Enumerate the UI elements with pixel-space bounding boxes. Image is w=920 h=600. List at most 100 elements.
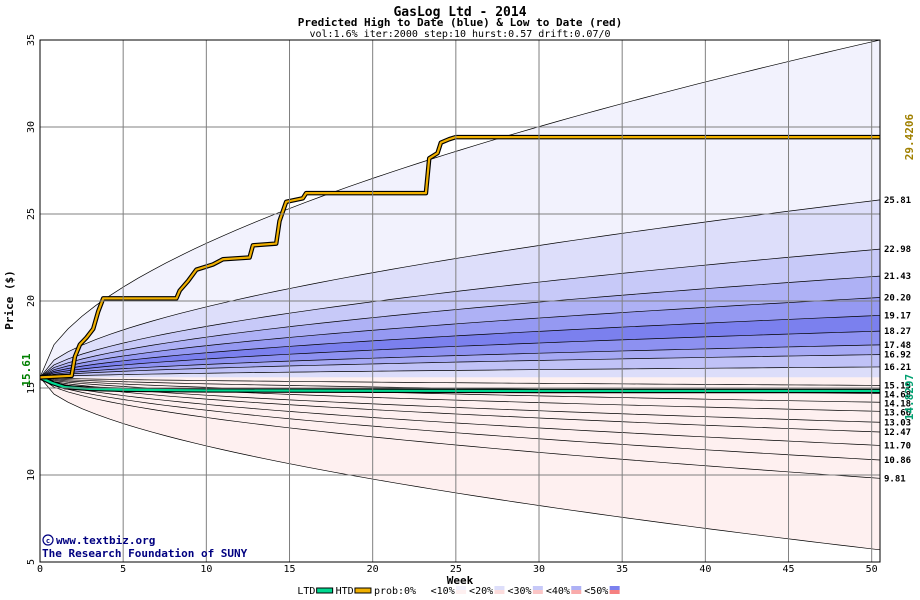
legend-label: LTD (297, 586, 315, 597)
y-tick-label: 15 (26, 382, 37, 394)
x-tick-label: 50 (866, 564, 878, 575)
level-label: 20.20 (884, 294, 911, 304)
htd-final-label: 29.4206 (903, 113, 916, 160)
legend-label: <40% (546, 586, 570, 597)
probability-band (40, 315, 880, 378)
probability-band (40, 344, 880, 378)
y-tick-label: 20 (26, 295, 37, 307)
level-label: 13.03 (884, 418, 911, 428)
level-label: 17.48 (884, 341, 911, 351)
band-boundary-line (40, 199, 880, 378)
legend-swatch (532, 590, 543, 594)
legend-label: <50% (584, 586, 608, 597)
band-boundary-line (40, 354, 880, 378)
probability-band (40, 377, 880, 550)
band-boundary-line (40, 248, 880, 378)
level-label: 22.98 (884, 245, 911, 255)
legend-label: HTD (336, 586, 354, 597)
chart-params: vol:1.6% iter:2000 step:10 hurst:0.57 dr… (309, 29, 610, 40)
ltd-final-label: 14.8297 (903, 374, 916, 420)
band-boundary-line (40, 344, 880, 378)
x-tick-label: 40 (699, 564, 711, 575)
y-axis-label: Price ($) (3, 270, 16, 330)
legend-label: prob:0% (374, 586, 416, 597)
level-label: 14.18 (884, 399, 911, 409)
probability-band (40, 331, 880, 378)
x-tick-label: 20 (367, 564, 379, 575)
band-boundary-line (40, 377, 880, 461)
level-label: 21.43 (884, 272, 911, 282)
probability-band (40, 297, 880, 378)
legend-label: <20% (469, 586, 493, 597)
y-tick-label: 35 (26, 34, 37, 46)
x-tick-label: 30 (533, 564, 545, 575)
copyright-icon (42, 534, 54, 546)
legend-line-swatch (316, 587, 334, 594)
level-label: 13.66 (884, 408, 911, 418)
level-label: 16.21 (884, 363, 911, 373)
x-tick-label: 0 (37, 564, 43, 575)
plot-frame (39, 39, 881, 563)
band-boundary-line (40, 377, 880, 551)
x-tick-label: 45 (782, 564, 794, 575)
legend-label: <10% (431, 586, 455, 597)
legend-swatch (609, 590, 620, 594)
legend-label: <30% (507, 586, 531, 597)
x-tick-label: 5 (120, 564, 126, 575)
htd-line (40, 135, 880, 379)
band-boundary-line (40, 377, 880, 479)
probability-band (40, 249, 880, 378)
legend-swatch (417, 590, 428, 594)
level-label: 10.86 (884, 456, 911, 466)
y-tick-label: 30 (26, 121, 37, 133)
x-axis-label: Week (447, 574, 474, 587)
band-boundary-line (40, 377, 880, 403)
legend-swatch (571, 586, 582, 590)
level-label: 9.81 (884, 474, 906, 484)
band-boundary-line (40, 377, 880, 386)
legend-swatch (571, 590, 582, 594)
band-boundary-line (40, 315, 880, 378)
y-tick-label: 10 (26, 469, 37, 481)
level-label: 15.15 (884, 381, 911, 391)
probability-band (40, 40, 880, 378)
band-boundary-line (40, 297, 880, 378)
chart-subtitle: Predicted High to Date (blue) & Low to D… (298, 16, 623, 29)
level-label: 18.27 (884, 327, 911, 337)
credit-url: www.textbiz.org (56, 534, 155, 547)
level-label: 11.70 (884, 441, 911, 451)
legend-swatch (456, 590, 467, 594)
copyright-glyph: c (46, 537, 50, 545)
x-tick-label: 35 (616, 564, 628, 575)
x-tick-label: 15 (283, 564, 295, 575)
legend-swatch (494, 586, 505, 590)
credit-org: The Research Foundation of SUNY (42, 547, 248, 560)
band-boundary-line (40, 366, 880, 378)
x-tick-label: 10 (200, 564, 212, 575)
chart-title: GasLog Ltd - 2014 (393, 5, 526, 20)
level-label: 19.17 (884, 311, 911, 321)
legend-swatch (532, 586, 543, 590)
y-tick-label: 5 (26, 559, 37, 565)
band-boundary-line (40, 40, 880, 378)
probability-band (40, 366, 880, 378)
band-boundary-line (40, 377, 880, 423)
probability-band (40, 354, 880, 378)
legend-swatch (609, 586, 620, 590)
legend-swatch (417, 586, 428, 590)
probability-band (40, 199, 880, 378)
credit: c www.textbiz.org The Research Foundatio… (42, 534, 248, 560)
legend-swatch (494, 590, 505, 594)
y-tick-label: 25 (26, 208, 37, 220)
band-boundary-line (40, 377, 880, 433)
legend-line-swatch (354, 587, 372, 594)
level-label: 16.92 (884, 351, 911, 361)
band-boundary-line (40, 275, 880, 378)
band-boundary-line (40, 377, 880, 446)
legend-swatch (456, 586, 467, 590)
level-label: 12.47 (884, 428, 911, 438)
band-boundary-line (40, 330, 880, 378)
plot-area: 0 5 10 15 20 25 30 35 40 45 50510152025303525.8122… (26, 34, 911, 575)
legend: LTD HTD prob:0% <10% <20% <30% <40% <50% (297, 586, 620, 597)
